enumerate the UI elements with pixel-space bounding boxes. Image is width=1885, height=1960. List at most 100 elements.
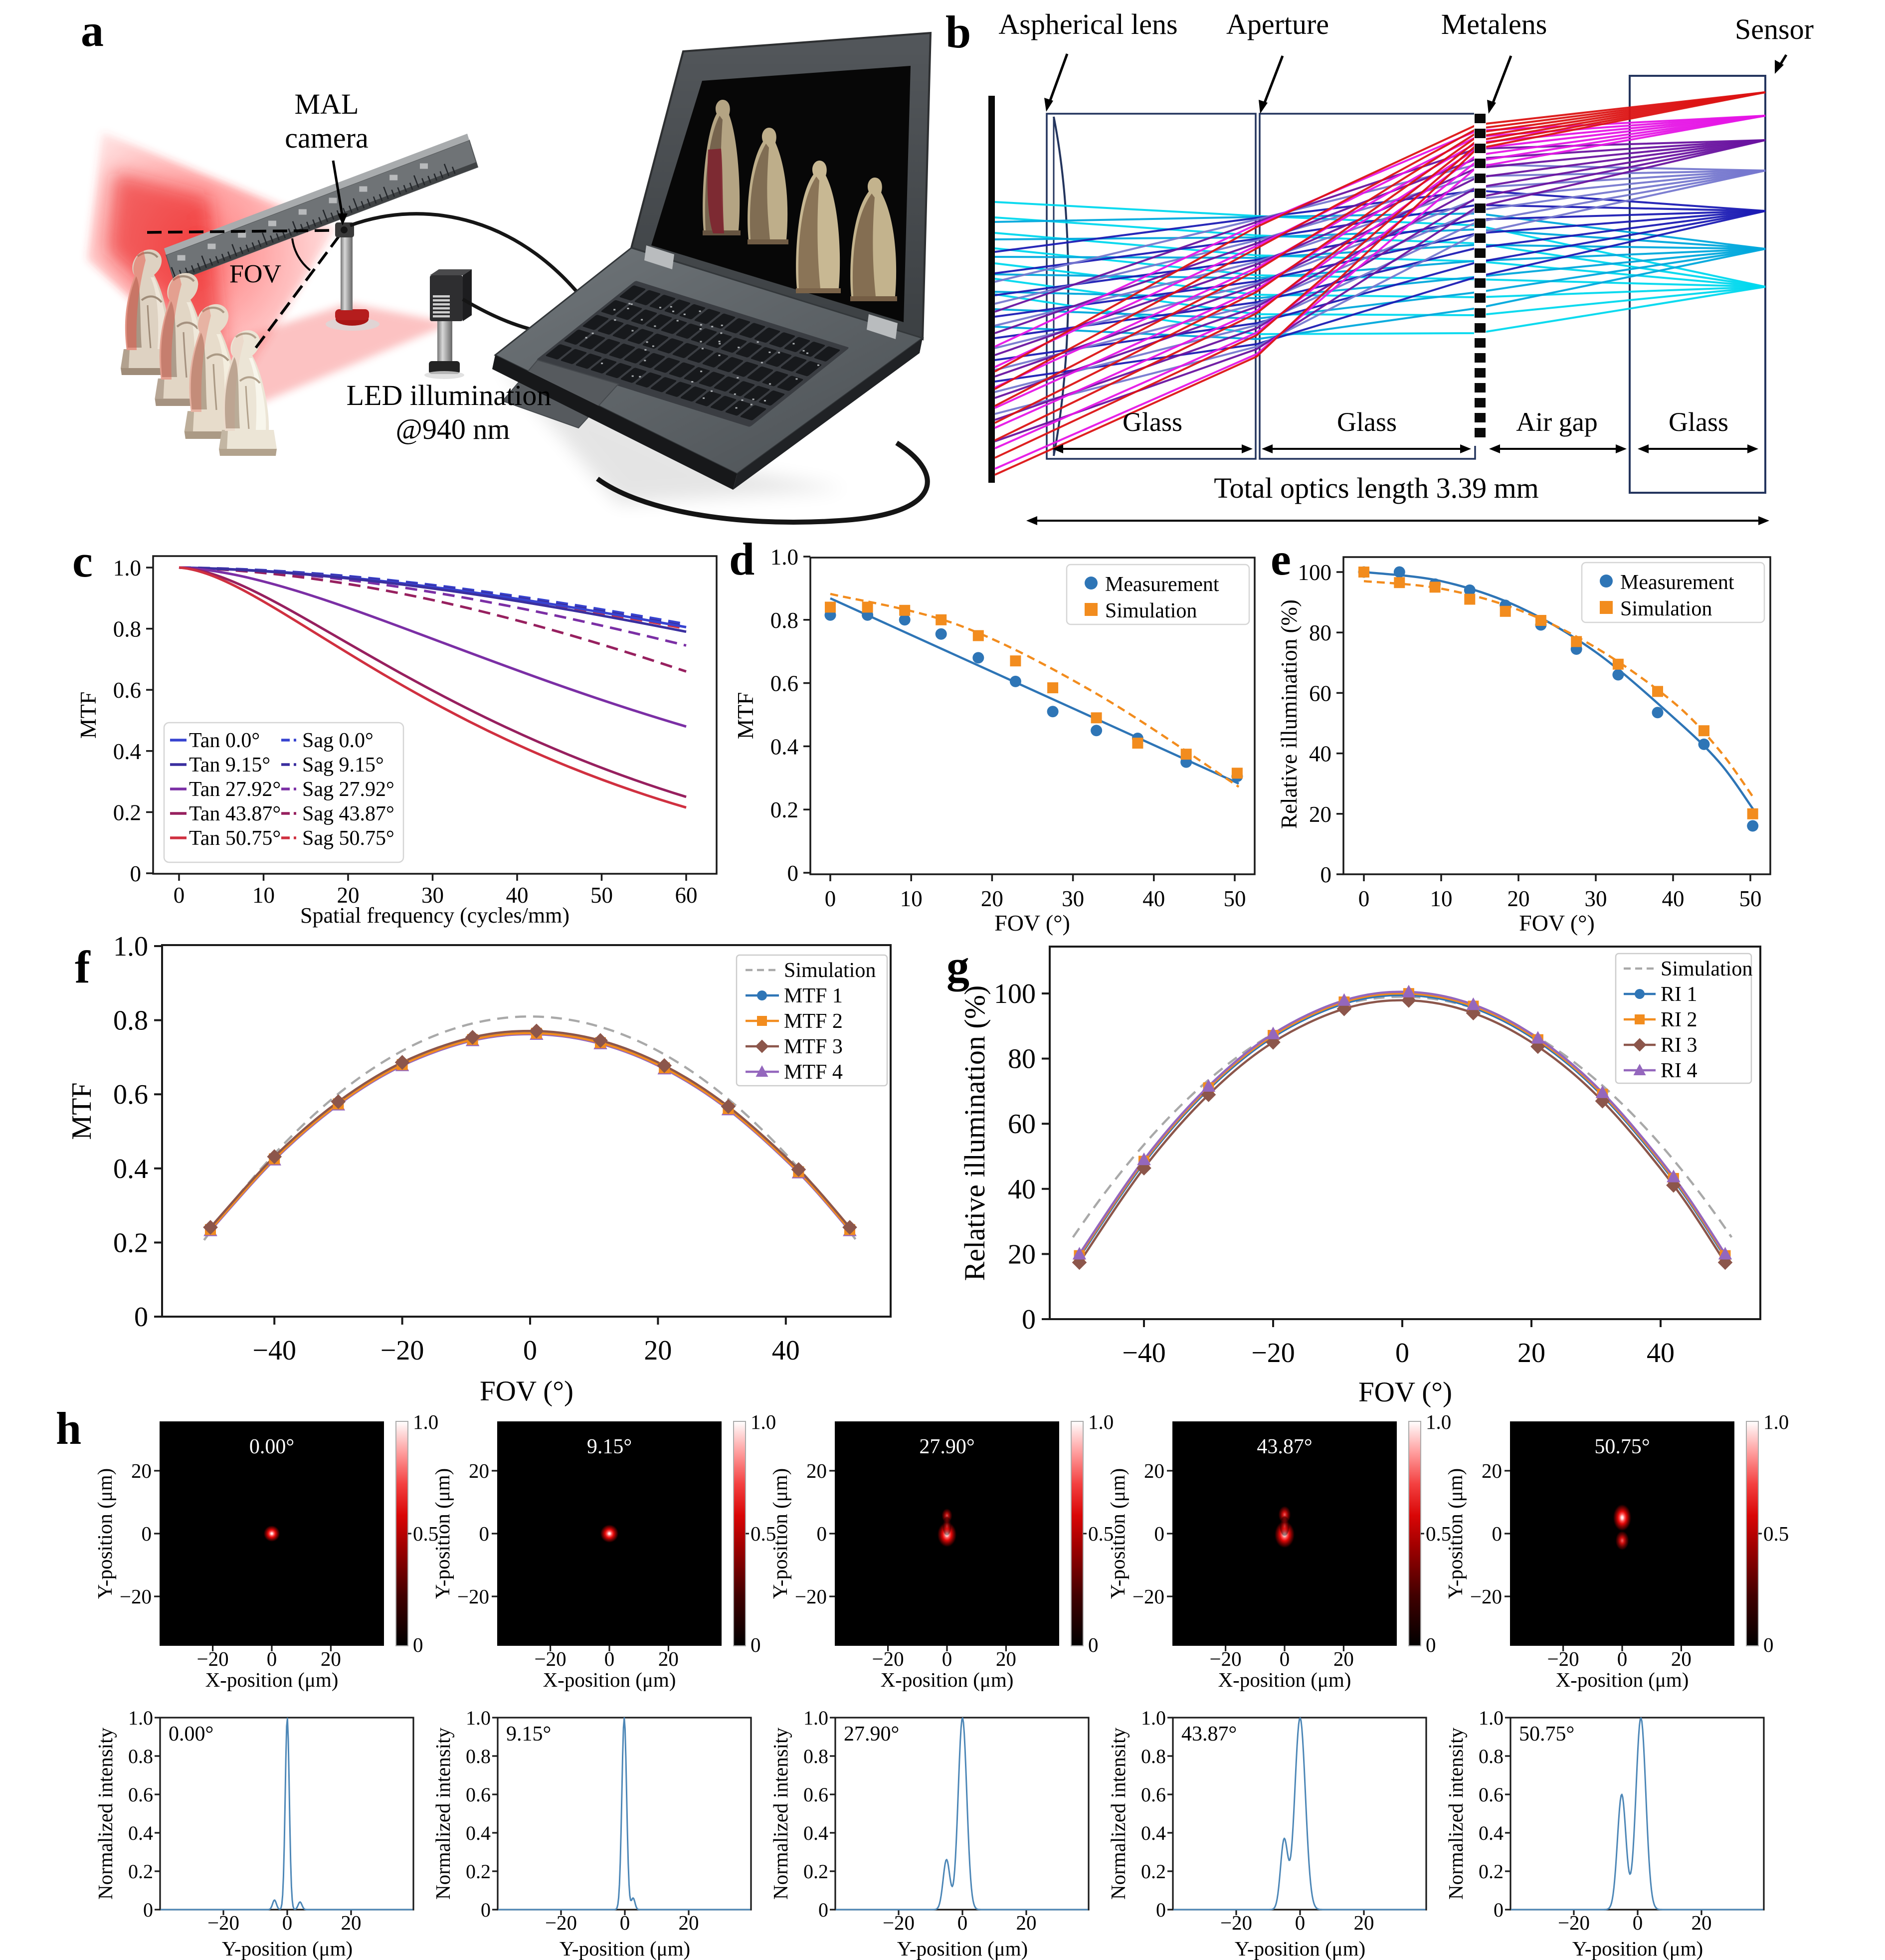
- svg-text:0: 0: [282, 1911, 293, 1934]
- svg-text:MTF 4: MTF 4: [784, 1061, 843, 1084]
- svg-text:0.8: 0.8: [113, 617, 141, 642]
- svg-text:0: 0: [1763, 1633, 1774, 1656]
- svg-text:0.4: 0.4: [113, 1154, 148, 1184]
- svg-text:FOV (°): FOV (°): [994, 910, 1070, 936]
- svg-text:0.00°: 0.00°: [169, 1723, 213, 1746]
- svg-text:10: 10: [1430, 886, 1453, 911]
- svg-text:20: 20: [131, 1459, 152, 1482]
- svg-text:Glass: Glass: [1123, 407, 1182, 437]
- svg-text:Sag 0.0°: Sag 0.0°: [302, 729, 374, 752]
- svg-text:0: 0: [957, 1911, 968, 1934]
- svg-text:40: 40: [1647, 1338, 1675, 1369]
- svg-text:60: 60: [1008, 1109, 1036, 1140]
- svg-text:0.8: 0.8: [770, 608, 798, 633]
- svg-text:e: e: [1271, 534, 1291, 585]
- svg-text:0: 0: [143, 1899, 153, 1921]
- svg-text:0: 0: [1156, 1899, 1166, 1921]
- svg-text:1.0: 1.0: [1141, 1707, 1166, 1729]
- svg-text:Simulation: Simulation: [1105, 599, 1197, 622]
- svg-text:30: 30: [1585, 886, 1607, 911]
- svg-text:0.2: 0.2: [466, 1860, 491, 1883]
- svg-text:0: 0: [1633, 1911, 1643, 1934]
- svg-text:Measurement: Measurement: [1105, 573, 1219, 596]
- svg-text:LED illumination: LED illumination: [347, 379, 552, 411]
- svg-text:0.6: 0.6: [128, 1783, 153, 1806]
- svg-text:1.0: 1.0: [1479, 1707, 1504, 1729]
- svg-text:camera: camera: [285, 122, 368, 154]
- svg-text:Normalized intensity: Normalized intensity: [431, 1728, 454, 1900]
- svg-text:Metalens: Metalens: [1441, 8, 1547, 40]
- svg-text:g: g: [946, 941, 969, 991]
- svg-text:100: 100: [1298, 560, 1332, 585]
- svg-text:0.2: 0.2: [770, 797, 798, 822]
- svg-text:Tan 50.75°: Tan 50.75°: [189, 827, 281, 850]
- svg-text:20: 20: [1517, 1338, 1545, 1369]
- svg-text:50.75°: 50.75°: [1594, 1435, 1650, 1458]
- svg-text:Simulation: Simulation: [1661, 958, 1752, 980]
- svg-text:Tan 43.87°: Tan 43.87°: [189, 802, 281, 825]
- svg-text:60: 60: [1309, 681, 1331, 706]
- svg-text:−20: −20: [380, 1335, 424, 1366]
- svg-text:−20: −20: [545, 1911, 577, 1934]
- svg-text:Relative illumination (%): Relative illumination (%): [958, 985, 991, 1281]
- svg-text:−20: −20: [1558, 1911, 1590, 1934]
- svg-text:20: 20: [1354, 1911, 1374, 1934]
- svg-text:20: 20: [981, 886, 1003, 911]
- svg-text:9.15°: 9.15°: [506, 1723, 551, 1746]
- svg-text:40: 40: [1008, 1174, 1036, 1205]
- svg-text:Sag 9.15°: Sag 9.15°: [302, 754, 384, 777]
- svg-text:Relative illumination (%): Relative illumination (%): [1277, 599, 1302, 829]
- svg-text:1.0: 1.0: [113, 931, 148, 962]
- svg-text:X-position (μm): X-position (μm): [1218, 1668, 1351, 1691]
- svg-text:0: 0: [942, 1647, 952, 1670]
- svg-text:20: 20: [644, 1335, 672, 1366]
- svg-text:0: 0: [142, 1522, 152, 1545]
- svg-text:30: 30: [421, 883, 444, 908]
- svg-text:FOV (°): FOV (°): [1519, 910, 1595, 936]
- svg-text:20: 20: [469, 1459, 489, 1482]
- svg-text:0.4: 0.4: [803, 1822, 828, 1844]
- svg-text:0: 0: [787, 861, 799, 886]
- svg-text:0.5: 0.5: [413, 1522, 438, 1545]
- svg-text:Normalized intensity: Normalized intensity: [94, 1728, 117, 1900]
- svg-text:c: c: [72, 536, 93, 587]
- svg-text:MTF: MTF: [66, 1082, 97, 1140]
- svg-text:Aspherical lens: Aspherical lens: [998, 8, 1177, 40]
- svg-text:−20: −20: [535, 1647, 566, 1670]
- svg-text:20: 20: [1333, 1647, 1354, 1670]
- svg-text:40: 40: [772, 1335, 800, 1366]
- svg-text:10: 10: [252, 883, 275, 908]
- svg-text:0: 0: [1320, 862, 1332, 887]
- svg-text:20: 20: [806, 1459, 827, 1482]
- svg-text:−20: −20: [1251, 1338, 1295, 1369]
- svg-text:Y-position (μm): Y-position (μm): [768, 1468, 791, 1599]
- svg-text:Y-position (μm): Y-position (μm): [1572, 1937, 1703, 1960]
- svg-text:27.90°: 27.90°: [844, 1723, 899, 1746]
- svg-text:Tan 0.0°: Tan 0.0°: [189, 729, 260, 752]
- svg-text:0: 0: [1154, 1522, 1165, 1545]
- svg-text:60: 60: [675, 883, 698, 908]
- svg-text:MTF: MTF: [75, 692, 101, 739]
- svg-text:0.5: 0.5: [751, 1522, 776, 1545]
- svg-text:80: 80: [1309, 620, 1331, 645]
- svg-text:d: d: [729, 534, 754, 585]
- svg-text:50: 50: [1224, 886, 1246, 911]
- svg-text:20: 20: [996, 1647, 1016, 1670]
- svg-text:0.5: 0.5: [1763, 1522, 1789, 1545]
- svg-text:1.0: 1.0: [751, 1410, 776, 1433]
- svg-text:20: 20: [1309, 802, 1331, 827]
- svg-text:20: 20: [679, 1911, 699, 1934]
- svg-text:20: 20: [1671, 1647, 1692, 1670]
- svg-text:X-position (μm): X-position (μm): [1556, 1668, 1689, 1691]
- svg-text:1.0: 1.0: [770, 545, 798, 570]
- svg-text:0.5: 0.5: [1088, 1522, 1114, 1545]
- svg-text:20: 20: [1692, 1911, 1712, 1934]
- svg-text:27.90°: 27.90°: [919, 1435, 974, 1458]
- svg-text:30: 30: [1062, 886, 1084, 911]
- svg-text:MTF 2: MTF 2: [784, 1010, 843, 1033]
- svg-text:@940 nm: @940 nm: [395, 413, 510, 445]
- svg-text:X-position (μm): X-position (μm): [205, 1668, 339, 1691]
- svg-text:20: 20: [658, 1647, 679, 1670]
- svg-text:9.15°: 9.15°: [587, 1435, 632, 1458]
- svg-text:0.8: 0.8: [803, 1745, 828, 1767]
